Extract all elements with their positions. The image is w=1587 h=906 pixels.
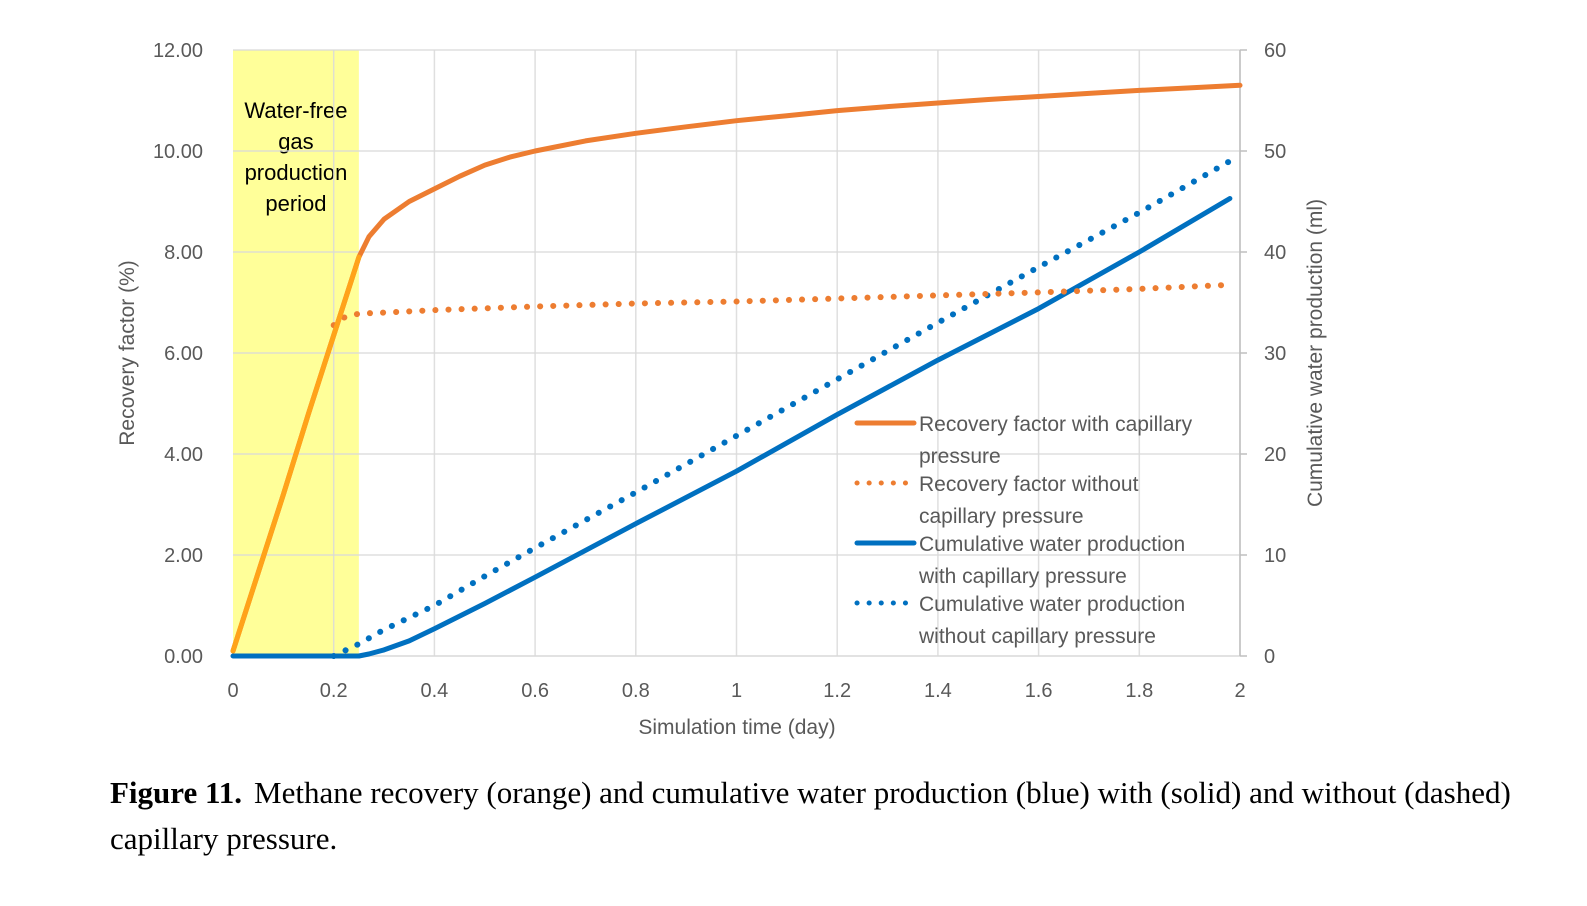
x-tick-label: 1.4: [924, 680, 952, 702]
annotation-text-line: Water-free: [244, 98, 347, 123]
series-rf-with-capillary-early: [230, 254, 362, 654]
x-tick-label: 0.8: [622, 680, 650, 702]
legend-item: Recovery factor without capillary pressur…: [854, 473, 1139, 528]
x-tick-label: 0: [227, 680, 238, 702]
legend-label: with capillary pressure: [918, 565, 1127, 588]
series-water-with-capillary: [230, 196, 1233, 659]
x-tick-label: 1: [731, 680, 742, 702]
x-tick-label: 1.8: [1125, 680, 1153, 702]
x-tick-label: 0.6: [521, 680, 549, 702]
legend-label: without capillary pressure: [918, 625, 1156, 648]
legend-label: pressure: [919, 445, 1001, 468]
y2-tick-label: 10: [1264, 545, 1286, 567]
y2-tick-label: 20: [1264, 444, 1286, 466]
y2-tick-label: 50: [1264, 141, 1286, 163]
caption-label: Figure 11.: [110, 775, 243, 810]
legend: Recovery factor with capillarypressureRe…: [854, 413, 1193, 648]
legend-label: capillary pressure: [919, 505, 1084, 528]
legend-label: Recovery factor with capillary: [919, 413, 1193, 436]
series-water-without-capillary: [330, 158, 1233, 659]
x-tick-label: 0.2: [320, 680, 348, 702]
y-tick-label: 0.00: [164, 646, 203, 668]
x-tick-label: 0.4: [420, 680, 448, 702]
y2-tick-label: 60: [1264, 40, 1286, 62]
x-tick-label: 1.2: [823, 680, 851, 702]
y2-axis-title: Cumulative water production (ml): [1304, 199, 1327, 507]
y-tick-label: 10.00: [153, 141, 203, 163]
x-axis-title: Simulation time (day): [638, 716, 835, 739]
x-tick-label: 2: [1234, 680, 1245, 702]
y-tick-label: 6.00: [164, 343, 203, 365]
y2-tick-label: 40: [1264, 242, 1286, 264]
annotation-text-line: production: [245, 160, 348, 185]
y-tick-label: 4.00: [164, 444, 203, 466]
series-rf-without-capillary: [330, 281, 1233, 329]
legend-item: Recovery factor with capillary pressure: [854, 413, 1193, 468]
chart: Water-free gas production period 0 0.2 0.4 0.6…: [116, 40, 1327, 739]
caption-text: Methane recovery (orange) and cumulative…: [110, 775, 1511, 856]
y2-tick-label: 0: [1264, 646, 1275, 668]
legend-label: Cumulative water production: [919, 533, 1185, 556]
annotation-text-line: period: [265, 191, 326, 216]
legend-label: Recovery factor without: [919, 473, 1139, 496]
legend-item: Cumulative water production without capil…: [854, 593, 1185, 648]
axes: 0 0.2 0.4 0.6 0.8 1 1.2 1.4 1.6 1.8 2 0.00 2.00 4.00 6…: [153, 40, 1286, 702]
x-tick-label: 1.6: [1025, 680, 1053, 702]
y-tick-label: 2.00: [164, 545, 203, 567]
legend-label: Cumulative water production: [919, 593, 1185, 616]
y-tick-label: 12.00: [153, 40, 203, 62]
y-tick-label: 8.00: [164, 242, 203, 264]
figure-caption: Figure 11. Methane recovery (orange) and …: [110, 770, 1540, 862]
y2-tick-label: 30: [1264, 343, 1286, 365]
legend-item: Cumulative water production with capillar…: [854, 533, 1185, 588]
annotation-text-line: gas: [278, 129, 313, 154]
y-axis-title: Recovery factor (%): [116, 260, 139, 446]
series: [230, 82, 1243, 659]
